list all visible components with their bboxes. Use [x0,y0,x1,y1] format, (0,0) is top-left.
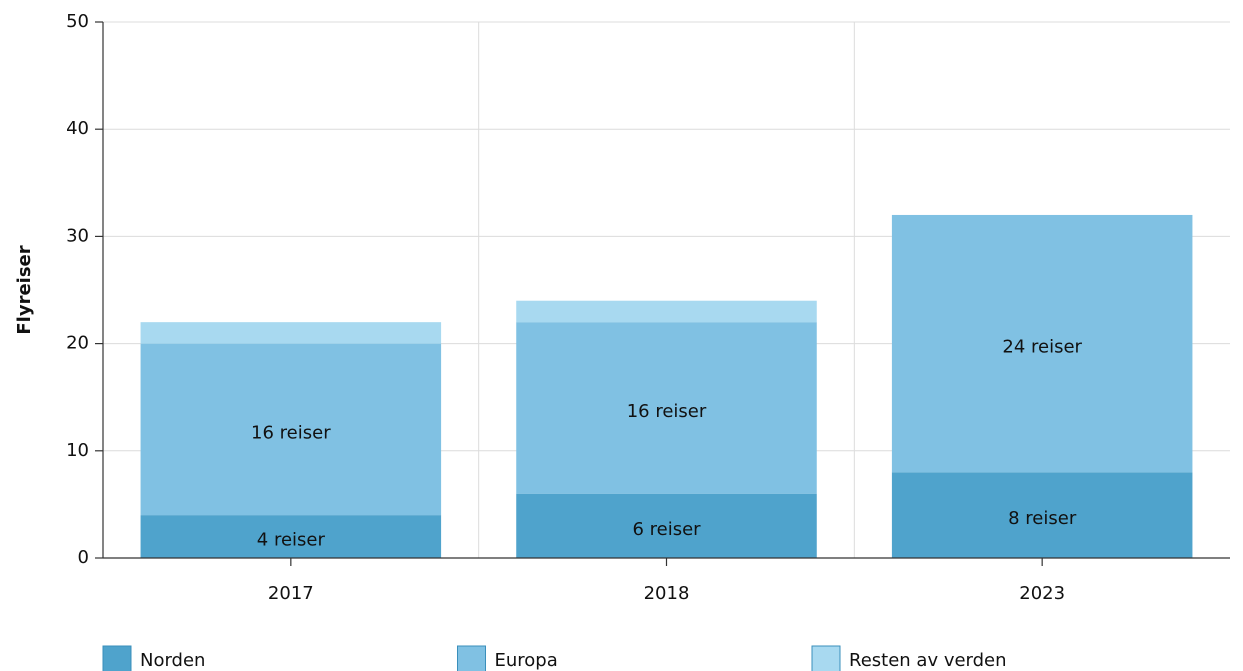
x-tick-label: 2017 [268,583,314,604]
legend-label: Europa [495,650,558,671]
y-axis-label: Flyreiser [14,245,35,334]
bar-segment [140,343,442,516]
y-tick-label: 20 [66,333,89,354]
legend-label: Norden [140,650,205,671]
legend-swatch [457,645,486,671]
bar-segment [516,322,817,494]
value-label: 24 reiser [1002,337,1082,358]
value-label: 16 reiser [627,401,707,422]
bar-segment [140,515,442,558]
legend-label: Resten av verden [849,650,1007,671]
legend-swatch [811,645,841,671]
value-label: 6 reiser [632,519,701,540]
bar-segment [140,322,442,344]
legend-swatch [102,645,132,671]
y-tick-label: 0 [78,547,89,568]
value-label: 4 reiser [257,530,326,551]
bar-segment [891,214,1193,473]
x-tick-label: 2023 [1019,583,1065,604]
value-label: 8 reiser [1008,508,1077,529]
bar-segment [516,493,817,558]
x-tick-label: 2018 [644,583,690,604]
bar-segment [516,300,817,323]
y-tick-label: 30 [66,225,89,246]
y-tick-label: 10 [66,440,89,461]
y-tick-label: 50 [66,11,89,32]
y-tick-label: 40 [66,118,89,139]
bar-segment [891,472,1193,558]
value-label: 16 reiser [251,422,331,443]
